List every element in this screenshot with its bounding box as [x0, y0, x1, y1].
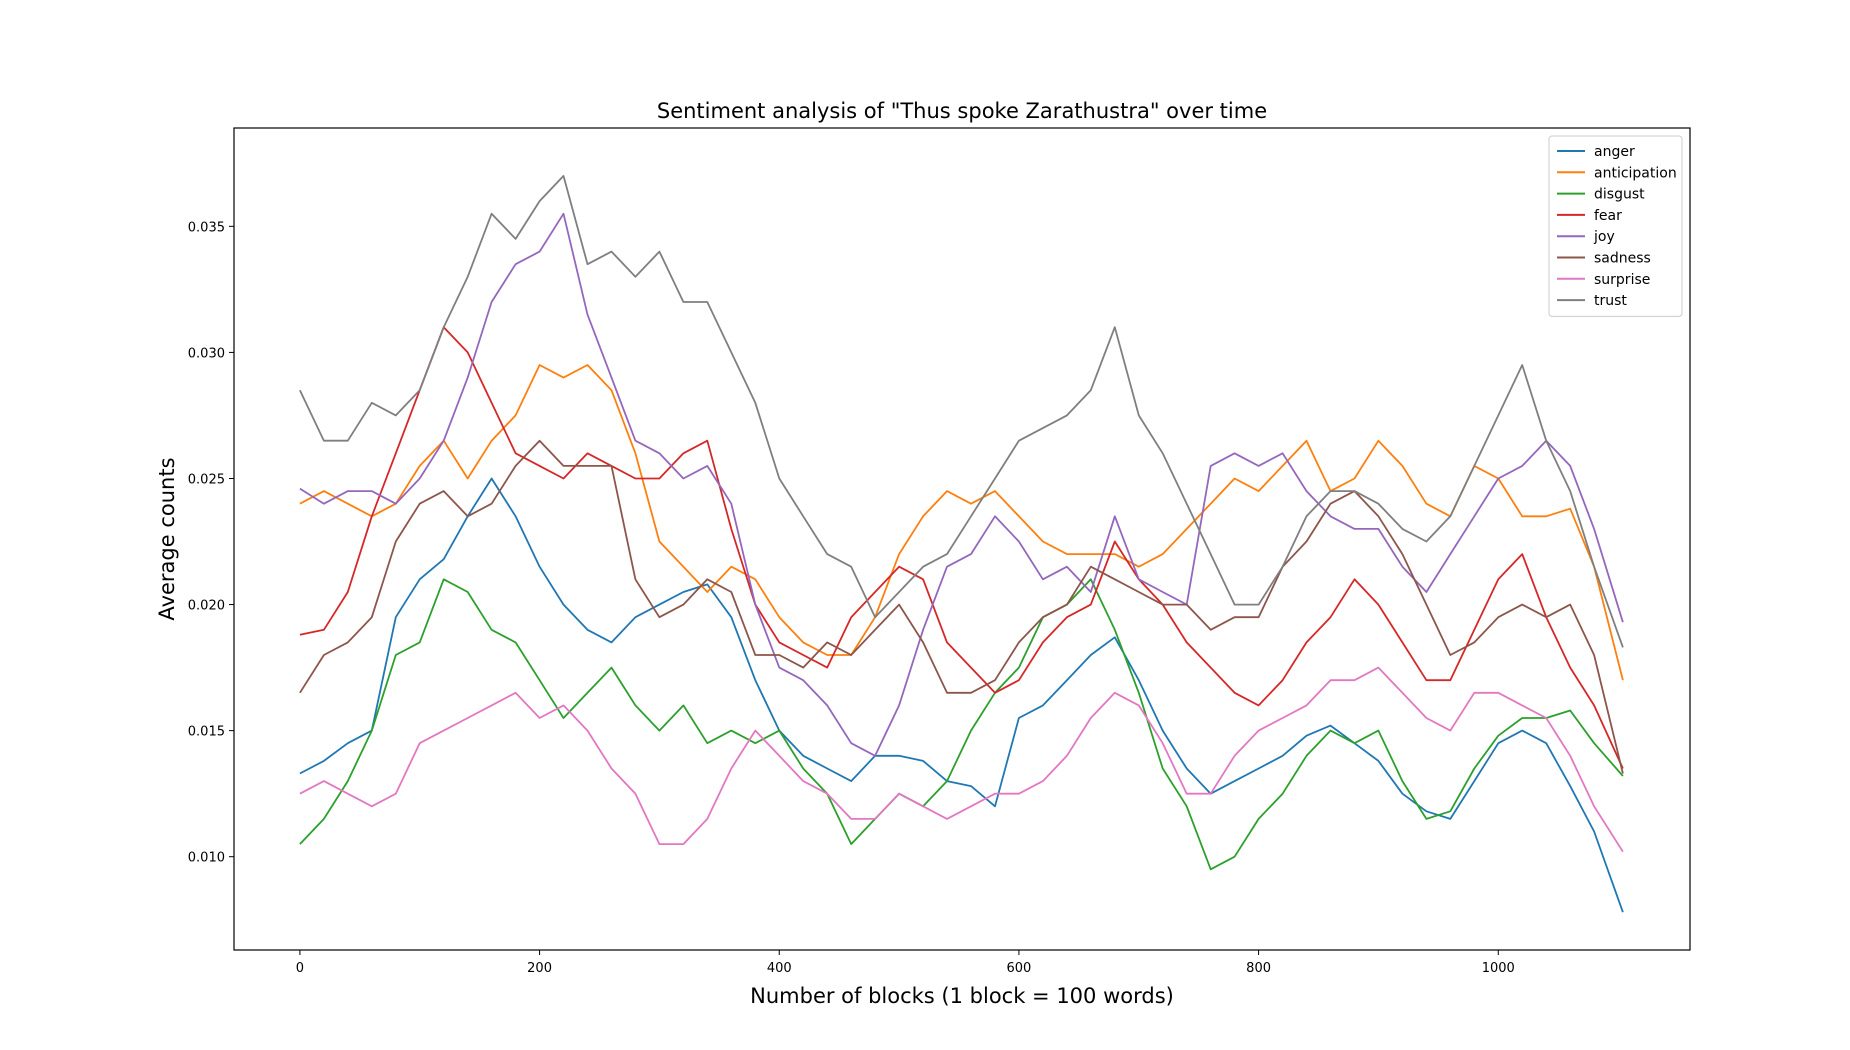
chart-title: Sentiment analysis of "Thus spoke Zarath…	[657, 99, 1267, 123]
y-tick-label: 0.035	[188, 220, 225, 235]
legend-label-surprise: surprise	[1594, 272, 1650, 288]
y-axis-label: Average counts	[155, 457, 179, 620]
legend-label-sadness: sadness	[1594, 251, 1651, 267]
x-axis-ticks: 0 200 400 600 800 1000	[296, 950, 1515, 976]
legend-label-joy: joy	[1593, 229, 1615, 245]
y-tick-label: 0.020	[188, 599, 225, 614]
y-axis-ticks: 0.010 0.015 0.020 0.025 0.030 0.035	[188, 220, 234, 866]
x-tick-label: 200	[527, 961, 552, 976]
legend-label-disgust: disgust	[1594, 187, 1645, 203]
y-tick-label: 0.015	[188, 725, 225, 740]
series-lines	[299, 174, 1624, 913]
legend-box	[1548, 135, 1683, 317]
series-line-trust	[299, 174, 1624, 648]
y-tick-label: 0.010	[188, 851, 225, 866]
x-axis-label: Number of blocks (1 block = 100 words)	[750, 984, 1174, 1008]
legend-label-fear: fear	[1594, 208, 1622, 224]
legend-label-trust: trust	[1594, 293, 1627, 309]
series-line-fear	[299, 326, 1624, 769]
x-tick-label: 1000	[1482, 961, 1515, 976]
series-line-disgust	[299, 578, 1624, 871]
plot-frame	[233, 127, 1691, 951]
legend-label-anticipation: anticipation	[1594, 165, 1677, 181]
legend-label-anger: anger	[1594, 144, 1635, 160]
series-line-surprise	[299, 666, 1624, 853]
legend: anger anticipation disgust fear joy sadness su…	[1548, 135, 1683, 317]
series-line-joy	[299, 212, 1624, 757]
x-tick-label: 400	[767, 961, 792, 976]
y-tick-label: 0.025	[188, 472, 225, 487]
x-tick-label: 0	[296, 961, 304, 976]
y-tick-label: 0.030	[188, 346, 225, 361]
series-line-anger	[299, 477, 1624, 913]
x-tick-label: 800	[1246, 961, 1271, 976]
series-line-sadness	[299, 439, 1624, 774]
x-tick-label: 600	[1007, 961, 1032, 976]
series-line-anticipation	[299, 364, 1624, 681]
